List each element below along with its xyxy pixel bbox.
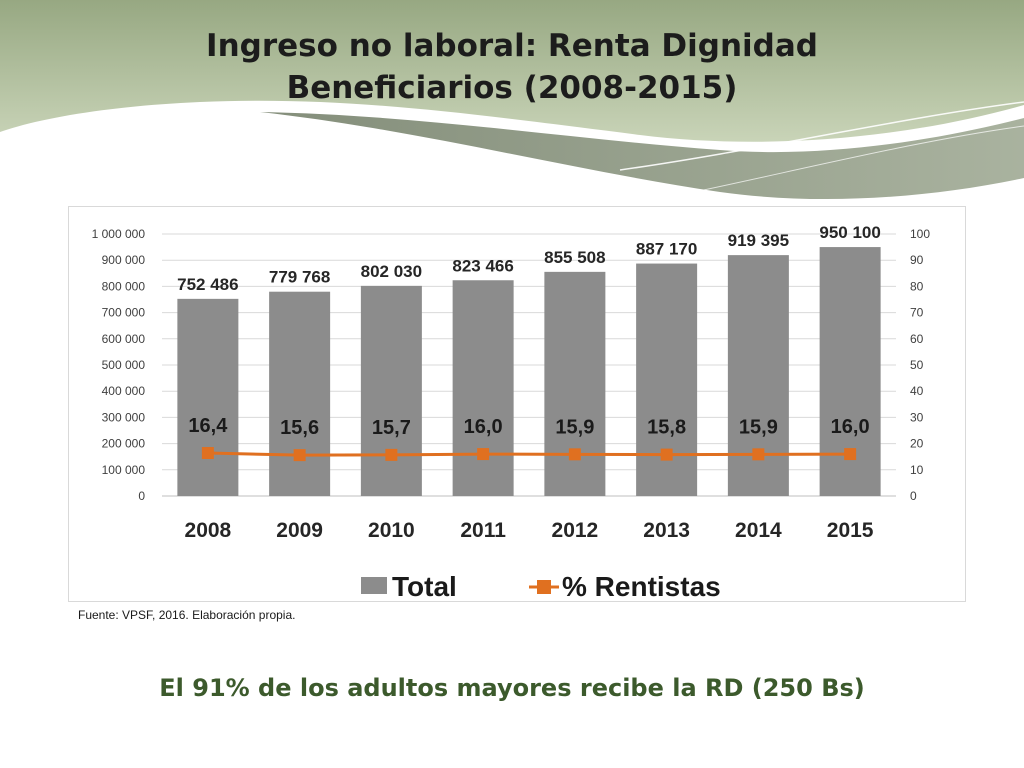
line-data-label: 15,9 xyxy=(555,416,594,438)
x-category-label: 2009 xyxy=(276,519,323,542)
bar-data-label: 779 768 xyxy=(269,268,330,287)
footer-statement: El 91% de los adultos mayores recibe la … xyxy=(159,674,865,702)
bar-data-label: 802 030 xyxy=(361,262,422,281)
line-rentistas xyxy=(207,451,851,457)
y-right-tick-label: 60 xyxy=(910,332,924,346)
header-background xyxy=(0,0,1024,200)
x-category-label: 2012 xyxy=(552,519,599,542)
x-category-label: 2008 xyxy=(185,519,232,542)
y-left-tick-label: 100 000 xyxy=(102,463,146,477)
bar-total xyxy=(269,291,331,496)
y-right-tick-label: 10 xyxy=(910,463,924,477)
y-right-tick-label: 0 xyxy=(910,489,917,503)
y-right-tick-label: 100 xyxy=(910,227,930,241)
source-note: Fuente: VPSF, 2016. Elaboración propia. xyxy=(78,608,296,622)
bar-data-label: 950 100 xyxy=(819,223,880,242)
y-right-tick-label: 40 xyxy=(910,384,924,398)
y-right-tick-label: 20 xyxy=(910,437,924,451)
bar-data-label: 752 486 xyxy=(177,275,238,294)
bar-total xyxy=(360,285,422,496)
x-category-label: 2014 xyxy=(735,519,782,542)
bar-data-label: 919 395 xyxy=(728,231,789,250)
y-left-tick-label: 600 000 xyxy=(102,332,146,346)
chart-frame: 0 100 000 200 000 300 000 400 000 500 000 600 … xyxy=(68,206,966,602)
line-data-label: 16,0 xyxy=(464,416,503,438)
bar-total xyxy=(452,280,514,496)
x-category-label: 2015 xyxy=(827,519,874,542)
x-category-label: 2011 xyxy=(460,519,506,542)
y-right-tick-label: 70 xyxy=(910,306,924,320)
line-data-label: 15,9 xyxy=(739,416,778,438)
y-left-tick-label: 400 000 xyxy=(102,384,146,398)
y-right-tick-label: 80 xyxy=(910,279,924,293)
y-left-tick-label: 0 xyxy=(138,489,145,503)
line-data-label: 15,7 xyxy=(372,417,411,439)
y-right-tick-label: 50 xyxy=(910,358,924,372)
y-left-tick-label: 700 000 xyxy=(102,306,146,320)
bar-total xyxy=(636,263,698,496)
y-right-tick-label: 90 xyxy=(910,253,924,267)
line-marker xyxy=(752,448,765,461)
bar-data-label: 855 508 xyxy=(544,248,605,267)
combo-chart: 0 100 000 200 000 300 000 400 000 500 000 600 … xyxy=(92,223,931,601)
line-data-label: 16,0 xyxy=(831,416,870,438)
bar-data-label: 887 170 xyxy=(636,240,697,259)
y-left-tick-label: 800 000 xyxy=(102,279,146,293)
line-marker xyxy=(201,447,214,460)
bar-total xyxy=(177,298,239,496)
legend-marker-rentistas xyxy=(537,580,551,594)
bar-data-label: 823 466 xyxy=(452,256,513,275)
legend-swatch-total xyxy=(361,577,387,594)
line-data-label: 15,8 xyxy=(647,417,686,439)
y-left-tick-label: 500 000 xyxy=(102,358,146,372)
legend-label-rentistas: % Rentistas xyxy=(562,571,721,601)
line-marker xyxy=(660,448,673,461)
title-line-2: Beneficiarios (2008-2015) xyxy=(286,70,738,106)
slide-title: Ingreso no laboral: Renta Dignidad Benef… xyxy=(0,25,1024,109)
line-marker xyxy=(568,448,581,461)
title-line-1: Ingreso no laboral: Renta Dignidad xyxy=(206,28,818,64)
legend-label-total: Total xyxy=(392,571,457,601)
y-left-tick-label: 900 000 xyxy=(102,253,146,267)
line-marker xyxy=(385,448,398,461)
y-left-tick-label: 1 000 000 xyxy=(92,227,146,241)
y-right-tick-label: 30 xyxy=(910,410,924,424)
x-category-label: 2010 xyxy=(368,519,415,542)
y-left-tick-label: 300 000 xyxy=(102,410,146,424)
bar-total xyxy=(544,271,606,496)
line-data-label: 16,4 xyxy=(188,415,228,437)
line-data-label: 15,6 xyxy=(280,417,319,439)
line-marker xyxy=(844,448,857,461)
x-category-label: 2013 xyxy=(643,519,690,542)
line-marker xyxy=(293,449,306,462)
y-left-tick-label: 200 000 xyxy=(102,437,146,451)
line-marker xyxy=(477,448,490,461)
